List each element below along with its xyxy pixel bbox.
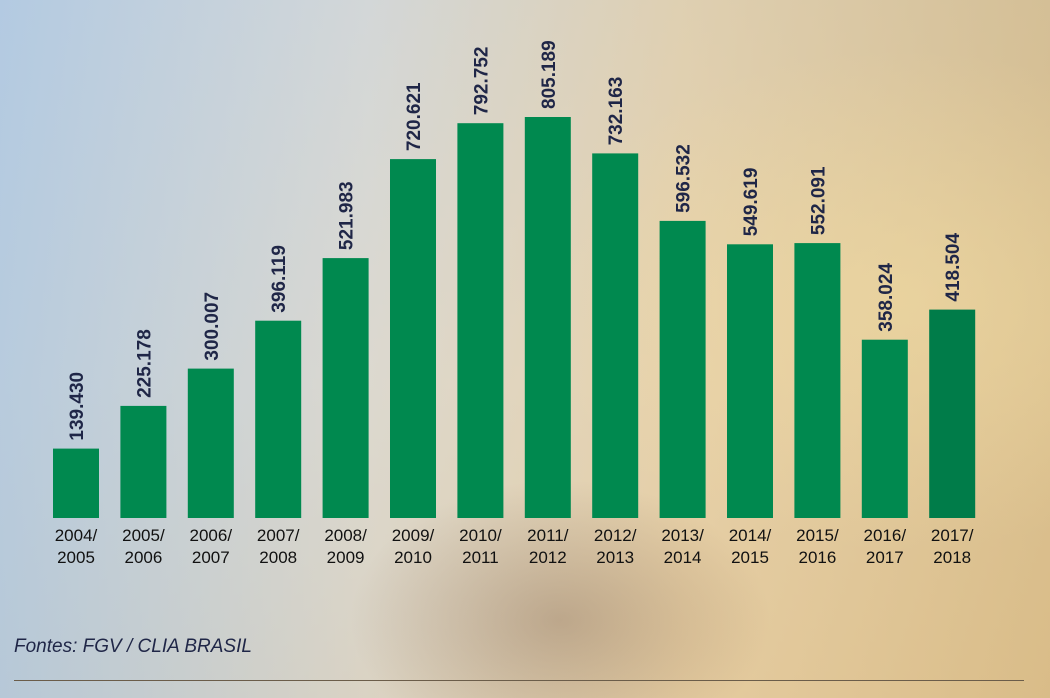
bar-value-label: 732.163 — [606, 77, 627, 146]
bar — [390, 159, 436, 518]
x-tick-label: 2017/2018 — [931, 526, 974, 567]
bar-value-label: 396.119 — [269, 245, 290, 313]
bar-value-label: 521.983 — [337, 181, 358, 250]
x-tick-label: 2005/2006 — [122, 526, 165, 567]
x-tick-label: 2015/2016 — [796, 526, 839, 567]
bar — [659, 220, 706, 518]
bar — [524, 117, 571, 518]
bar — [794, 243, 841, 518]
bar-value-label: 139.430 — [67, 372, 88, 441]
x-tick-label: 2013/2014 — [661, 526, 704, 567]
bar — [457, 123, 504, 518]
bar-value-label: 418.504 — [943, 232, 964, 301]
bar-value-label: 549.619 — [741, 168, 762, 237]
bar — [727, 244, 773, 519]
x-tick-label: 2012/2013 — [594, 526, 637, 567]
source-note: Fontes: FGV / CLIA BRASIL — [14, 636, 252, 657]
bar-value-label: 805.189 — [539, 40, 560, 109]
x-tick-label: 2016/2017 — [864, 526, 907, 567]
bar-value-label: 358.024 — [876, 263, 897, 332]
bar — [861, 339, 908, 518]
bar-value-label: 792.752 — [471, 47, 492, 116]
bar — [187, 368, 234, 518]
bar — [929, 309, 976, 518]
bar — [322, 258, 369, 518]
x-tick-label: 2014/2015 — [729, 526, 772, 567]
footer-divider — [14, 680, 1024, 681]
bar-value-label: 552.091 — [808, 166, 829, 235]
bar-value-label: 225.178 — [134, 329, 155, 398]
bar-value-label: 300.007 — [202, 292, 223, 361]
x-tick-label: 2009/2010 — [392, 526, 435, 567]
bar-value-label: 596.532 — [674, 144, 695, 213]
bar-value-label: 720.621 — [404, 82, 425, 151]
bar — [592, 153, 639, 518]
x-tick-label: 2004/2005 — [55, 526, 98, 567]
x-tick-label: 2011/2012 — [527, 526, 569, 567]
bar — [255, 320, 302, 518]
bar — [53, 448, 99, 518]
x-tick-label: 2006/2007 — [190, 526, 233, 567]
x-tick-label: 2010/2011 — [459, 526, 502, 567]
x-tick-label: 2008/2009 — [324, 526, 367, 567]
x-tick-label: 2007/2008 — [257, 526, 300, 567]
bar — [120, 405, 167, 518]
